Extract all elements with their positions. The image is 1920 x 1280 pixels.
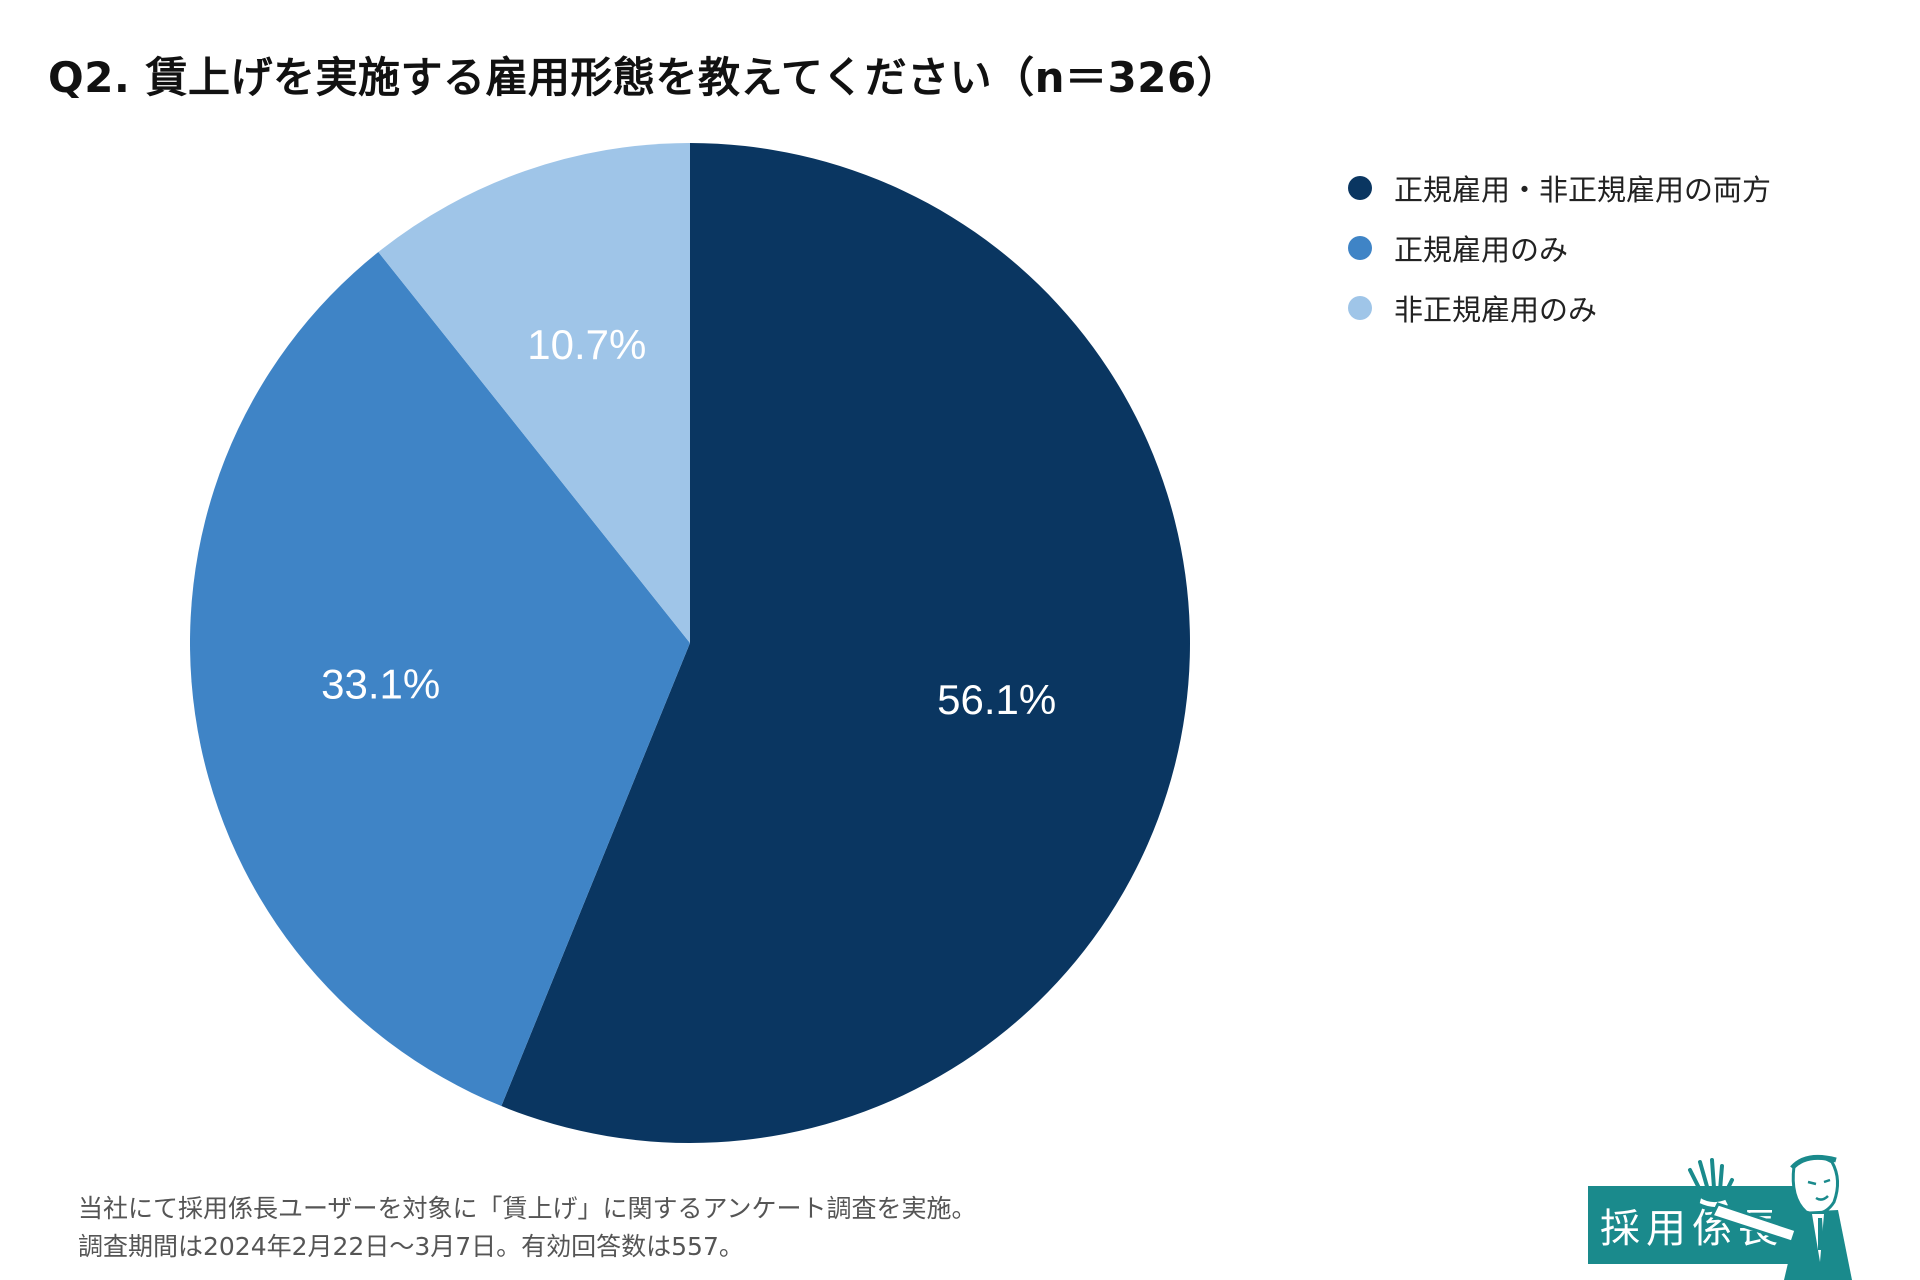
- brand-logo: 採用係長: [1580, 1146, 1858, 1280]
- pie-slice-both: [501, 143, 1190, 1143]
- pie-label-nonregular-only: 10.7%: [527, 321, 646, 368]
- mascot-icon: [1688, 1154, 1852, 1280]
- legend-label-nonregular-only: 非正規雇用のみ: [1394, 293, 1598, 327]
- legend-swatch-both: [1348, 176, 1372, 200]
- pie-label-regular-only: 33.1%: [321, 661, 440, 708]
- pie-label-both: 56.1%: [937, 676, 1056, 723]
- legend-label-both: 正規雇用・非正規雇用の両方: [1394, 173, 1772, 207]
- legend-item-nonregular-only: 非正規雇用のみ: [1348, 278, 1771, 338]
- legend-swatch-regular-only: [1348, 236, 1372, 260]
- legend-label-regular-only: 正規雇用のみ: [1394, 233, 1569, 267]
- pie-slice-nonregular-only: [378, 143, 690, 643]
- footnote-line-2: 調査期間は2024年2月22日〜3月7日。有効回答数は557。: [78, 1232, 744, 1261]
- legend-swatch-nonregular-only: [1348, 296, 1372, 320]
- pie-slice-regular-only: [189, 252, 690, 1107]
- legend: 正規雇用・非正規雇用の両方 正規雇用のみ 非正規雇用のみ: [1348, 158, 1771, 338]
- legend-item-regular-only: 正規雇用のみ: [1348, 218, 1771, 278]
- footnote-line-1: 当社にて採用係長ユーザーを対象に「賃上げ」に関するアンケート調査を実施。: [78, 1194, 977, 1223]
- legend-item-both: 正規雇用・非正規雇用の両方: [1348, 158, 1771, 218]
- survey-footnote: 当社にて採用係長ユーザーを対象に「賃上げ」に関するアンケート調査を実施。 調査期…: [78, 1190, 977, 1266]
- chart-title: Q2. 賃上げを実施する雇用形態を教えてください（n＝326）: [48, 53, 1240, 102]
